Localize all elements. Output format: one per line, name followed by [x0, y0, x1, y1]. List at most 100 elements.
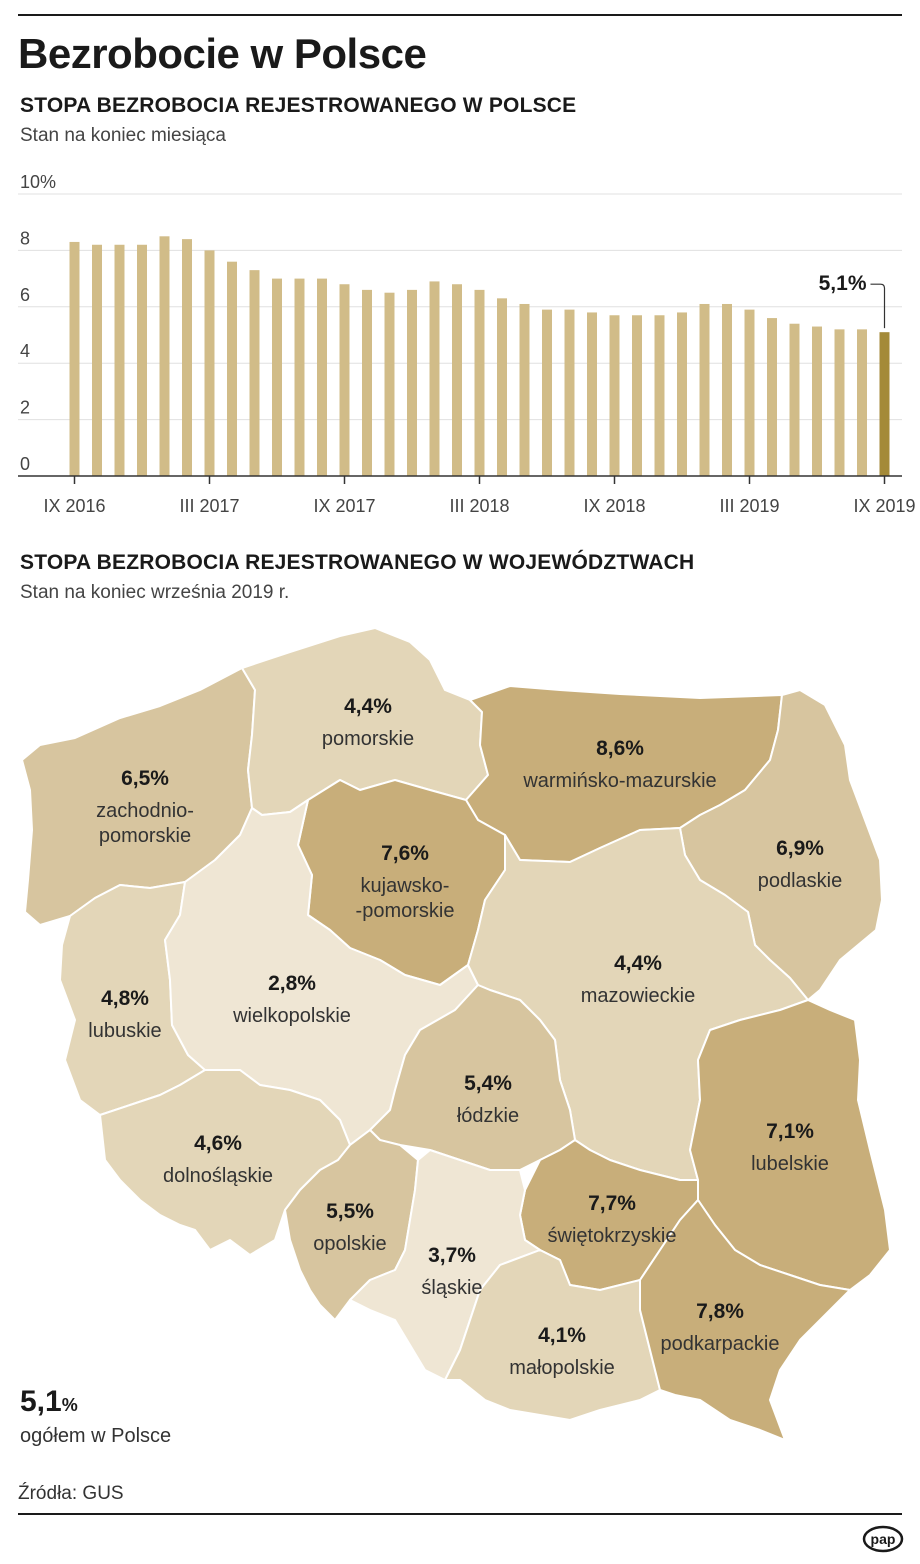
region-pomorskie — [241, 627, 489, 816]
top-rule — [18, 14, 902, 16]
region-name-label: podkarpackie — [661, 1333, 780, 1355]
region-value-label: 7,7% — [588, 1192, 636, 1215]
chart-subtitle: Stan na koniec miesiąca — [20, 125, 226, 146]
bar — [879, 332, 890, 476]
y-tick-label: 6 — [20, 285, 30, 305]
bar — [699, 303, 710, 476]
x-tick-label: III 2018 — [449, 496, 509, 516]
bar — [812, 326, 822, 476]
total-value: 5,1 — [20, 1385, 62, 1418]
bar — [114, 244, 125, 476]
region-name-label: zachodnio- — [96, 800, 194, 822]
region-value-label: 2,8% — [268, 972, 316, 995]
region-name-label: mazowieckie — [581, 985, 695, 1007]
map-subtitle: Stan na koniec września 2019 r. — [20, 582, 290, 603]
bar — [159, 236, 170, 476]
bar — [587, 312, 597, 476]
region-value-label: 5,5% — [326, 1200, 374, 1223]
chart-title: STOPA BEZROBOCIA REJESTROWANEGO W POLSCE — [20, 94, 577, 117]
y-tick-label: 10% — [20, 172, 56, 192]
y-tick-label: 4 — [20, 341, 30, 361]
bar — [429, 281, 440, 476]
x-tick-label: IX 2018 — [583, 496, 645, 516]
bar — [834, 329, 845, 476]
bar — [272, 278, 282, 476]
region-value-label: 4,6% — [194, 1132, 242, 1155]
region-name-label: lubelskie — [751, 1153, 829, 1175]
total-unit: % — [61, 1395, 78, 1415]
bar — [69, 241, 80, 476]
bar — [384, 292, 395, 476]
pap-logo: pap — [862, 1525, 904, 1553]
bar — [632, 315, 642, 476]
bar — [92, 244, 102, 476]
bar — [744, 309, 755, 476]
bar — [137, 244, 147, 476]
region-value-label: 3,7% — [428, 1244, 476, 1267]
bar — [497, 298, 507, 476]
region-name-label: opolskie — [313, 1233, 386, 1255]
bar — [609, 315, 620, 476]
bar — [542, 309, 552, 476]
unemployment-bar-chart: 0 2 4 6 8 10% IX 2016 III 2017 IX 2017 III 2018 IX… — [18, 172, 916, 516]
bar — [857, 329, 867, 476]
region-name-label: wielkopolskie — [232, 1005, 351, 1027]
y-tick-label: 8 — [20, 228, 30, 248]
total-rate: 5,1% — [20, 1385, 78, 1419]
total-label: ogółem w Polsce — [20, 1425, 172, 1447]
region-name-label: podlaskie — [758, 870, 843, 892]
pap-logo-text: pap — [871, 1531, 896, 1547]
region-name-label: pomorskie — [99, 825, 191, 847]
region-value-label: 4,1% — [538, 1324, 586, 1347]
bar — [564, 309, 575, 476]
region-małopolskie — [444, 1249, 661, 1421]
region-name-label: śląskie — [421, 1277, 482, 1299]
latest-value-annotation: 5,1% — [819, 272, 867, 295]
bar — [722, 303, 732, 476]
bar — [789, 323, 800, 476]
bar — [294, 278, 305, 476]
bar — [317, 278, 327, 476]
source-note: Źródła: GUS — [18, 1483, 124, 1504]
x-tick-label: III 2017 — [179, 496, 239, 516]
bar — [362, 289, 372, 476]
region-name-label: dolnośląskie — [163, 1165, 273, 1187]
bottom-rule — [18, 1513, 902, 1515]
region-podkarpackie — [639, 1199, 851, 1441]
region-value-label: 4,8% — [101, 987, 149, 1010]
region-name-label: -pomorskie — [356, 900, 455, 922]
region-name-label: pomorskie — [322, 728, 414, 750]
region-value-label: 6,9% — [776, 837, 824, 860]
bar — [339, 284, 350, 476]
region-name-label: świętokrzyskie — [548, 1225, 677, 1247]
page-title: Bezrobocie w Polsce — [18, 30, 427, 77]
region-name-label: łódzkie — [457, 1105, 519, 1127]
region-value-label: 4,4% — [344, 695, 392, 718]
region-value-label: 7,1% — [766, 1120, 814, 1143]
region-name-label: lubuskie — [88, 1020, 161, 1042]
region-name-label: kujawsko- — [361, 875, 450, 897]
region-value-label: 7,8% — [696, 1300, 744, 1323]
bar — [204, 250, 215, 476]
region-value-label: 7,6% — [381, 842, 429, 865]
bar — [519, 303, 530, 476]
y-tick-label: 2 — [20, 398, 30, 418]
map-title: STOPA BEZROBOCIA REJESTROWANEGO W WOJEWÓ… — [20, 551, 695, 574]
bar — [249, 270, 260, 476]
region-name-label: warmińsko-mazurskie — [522, 770, 716, 792]
region-name-label: małopolskie — [509, 1357, 615, 1379]
poland-voivodeship-map: 6,5% zachodnio-pomorskie 4,4% pomorskie 8,6%… — [21, 627, 891, 1441]
bar — [452, 284, 462, 476]
bar — [407, 289, 417, 476]
region-value-label: 8,6% — [596, 737, 644, 760]
x-tick-label: III 2019 — [719, 496, 779, 516]
bar — [182, 239, 192, 476]
bar — [227, 261, 237, 476]
bar — [767, 318, 777, 476]
x-tick-label: IX 2019 — [853, 496, 915, 516]
region-value-label: 5,4% — [464, 1072, 512, 1095]
annotation-leader — [870, 283, 886, 329]
bar — [654, 315, 665, 476]
x-tick-label: IX 2017 — [313, 496, 375, 516]
bar — [474, 289, 485, 476]
